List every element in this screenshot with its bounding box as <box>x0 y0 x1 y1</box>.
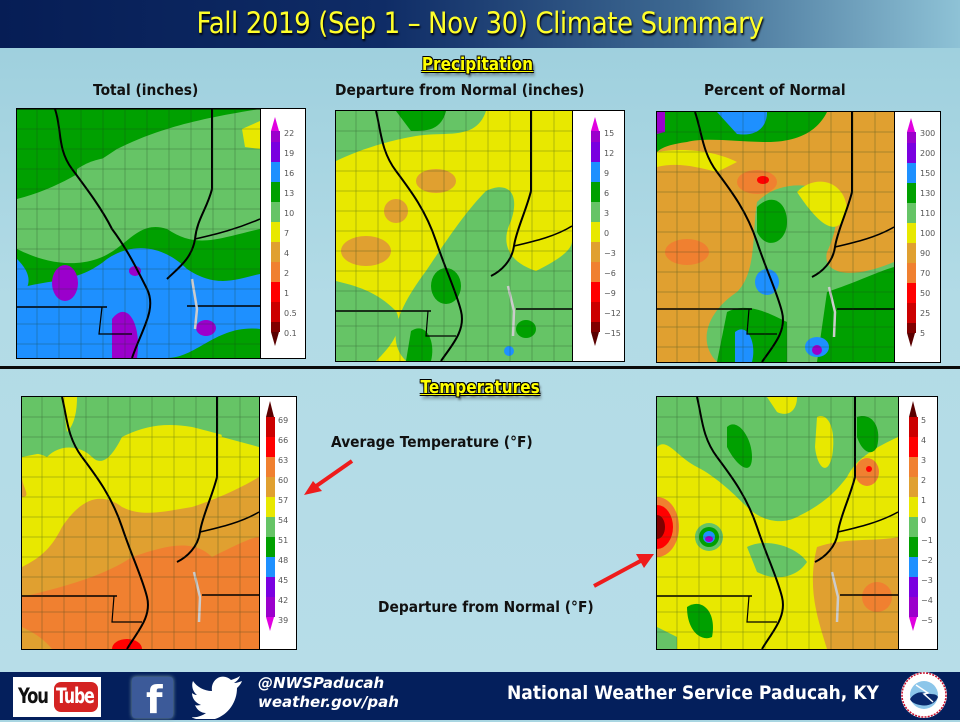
youtube-you-text: You <box>18 684 49 708</box>
legend-tick: −5 <box>921 616 933 625</box>
legend-tick: −15 <box>604 329 621 338</box>
legend-tick: −2 <box>921 556 933 565</box>
legend-tick: 45 <box>278 576 289 585</box>
avg-temp-map-panel: 69 66 63 60 57 54 51 48 45 42 39 <box>21 396 297 650</box>
legend-tick: 48 <box>278 556 289 565</box>
legend-tick: −1 <box>921 536 933 545</box>
legend-tick: 4 <box>284 249 290 258</box>
total-map-label: Total (inches) <box>93 81 199 99</box>
legend-tick: −3 <box>921 576 933 585</box>
legend-max-arrow <box>271 117 279 131</box>
legend-tick: 69 <box>278 416 289 425</box>
legend-tick: 16 <box>284 169 295 178</box>
departure-temp-annotation: Departure from Normal (°F) <box>378 598 594 616</box>
legend-tick: 10 <box>284 209 295 218</box>
legend-tick: 1 <box>284 289 290 298</box>
legend-tick: 1 <box>921 496 927 505</box>
legend-tick: −9 <box>604 289 616 298</box>
legend-tick: 9 <box>604 169 610 178</box>
legend-tick: −4 <box>921 596 933 605</box>
legend-tick: 2 <box>921 476 927 485</box>
percent-normal-legend: 300 200 150 130 110 100 90 70 50 25 5 <box>894 112 940 362</box>
precipitation-section-title: Precipitation <box>421 54 534 75</box>
legend-tick: 12 <box>604 149 615 158</box>
facebook-logo-icon[interactable]: f <box>132 677 173 722</box>
legend-tick: 19 <box>284 149 295 158</box>
legend-tick: 42 <box>278 596 289 605</box>
departure-temp-arrow-icon <box>593 554 654 588</box>
departure-precip-map <box>336 111 572 361</box>
title-banner: Fall 2019 (Sep 1 – Nov 30) Climate Summa… <box>0 0 960 48</box>
legend-tick: 70 <box>920 269 931 278</box>
avg-temp-legend: 69 66 63 60 57 54 51 48 45 42 39 <box>259 397 296 649</box>
twitter-handle-text[interactable]: @NWSPaducah <box>258 674 385 692</box>
legend-tick: 90 <box>920 249 931 258</box>
percent-map-label: Percent of Normal <box>704 81 846 99</box>
twitter-bird-icon[interactable] <box>192 675 244 719</box>
legend-tick: 200 <box>920 149 936 158</box>
youtube-logo-icon[interactable]: You Tube <box>13 677 101 717</box>
legend-tick: 130 <box>920 189 936 198</box>
avg-temp-annotation: Average Temperature (°F) <box>331 433 533 451</box>
avg-temp-map <box>22 397 259 649</box>
legend-tick: 51 <box>278 536 289 545</box>
legend-tick: 110 <box>920 209 936 218</box>
legend-tick: −12 <box>604 309 621 318</box>
departure-map-label: Departure from Normal (inches) <box>335 81 585 99</box>
legend-tick: 0.1 <box>284 329 297 338</box>
total-precip-map-panel: 22 19 16 13 10 7 4 2 1 0.5 0.1 <box>16 108 306 359</box>
legend-tick: 7 <box>284 229 290 238</box>
legend-tick: 3 <box>921 456 927 465</box>
legend-tick: 63 <box>278 456 289 465</box>
percent-normal-map-panel: 300 200 150 130 110 100 90 70 50 25 5 <box>656 111 941 363</box>
legend-tick: 2 <box>284 269 290 278</box>
section-divider <box>0 366 960 369</box>
legend-tick: −3 <box>604 249 616 258</box>
youtube-tube-text: Tube <box>56 684 95 708</box>
legend-tick: 150 <box>920 169 936 178</box>
legend-tick: 50 <box>920 289 931 298</box>
temp-departure-map <box>657 397 898 649</box>
temp-departure-map-panel: 5 4 3 2 1 0 −1 −2 −3 −4 −5 <box>656 396 938 650</box>
departure-precip-legend: 15 12 9 6 3 0 −3 −6 −9 −12 −15 <box>572 111 624 361</box>
departure-precip-map-panel: 15 12 9 6 3 0 −3 −6 −9 −12 −15 <box>335 110 625 362</box>
legend-tick: 57 <box>278 496 289 505</box>
legend-tick: 25 <box>920 309 931 318</box>
total-precip-map <box>17 109 260 358</box>
legend-tick: 60 <box>278 476 289 485</box>
nws-logo-icon <box>901 672 947 718</box>
legend-tick: 6 <box>604 189 610 198</box>
avg-temp-arrow-icon <box>304 459 354 495</box>
legend-tick: 4 <box>921 436 927 445</box>
legend-tick: 66 <box>278 436 289 445</box>
percent-normal-map <box>657 112 894 362</box>
legend-tick: 13 <box>284 189 295 198</box>
social-handles: @NWSPaducah weather.gov/pah <box>258 674 399 712</box>
legend-tick: 100 <box>920 229 936 238</box>
facebook-f-glyph: f <box>146 678 163 722</box>
temperatures-section-title: Temperatures <box>420 377 540 398</box>
legend-tick: 5 <box>921 416 927 425</box>
legend-tick: 3 <box>604 209 610 218</box>
temp-departure-legend: 5 4 3 2 1 0 −1 −2 −3 −4 −5 <box>898 397 937 649</box>
office-name: National Weather Service Paducah, KY <box>507 682 879 704</box>
website-link[interactable]: weather.gov/pah <box>258 693 399 711</box>
legend-tick: 0 <box>921 516 927 525</box>
legend-tick: 300 <box>920 129 936 138</box>
legend-tick: 0.5 <box>284 309 297 318</box>
legend-tick: −6 <box>604 269 616 278</box>
legend-tick: 54 <box>278 516 289 525</box>
legend-tick: 15 <box>604 129 615 138</box>
total-precip-legend: 22 19 16 13 10 7 4 2 1 0.5 0.1 <box>260 109 305 358</box>
legend-tick: 0 <box>604 229 610 238</box>
legend-tick: 5 <box>920 329 926 338</box>
legend-tick: 39 <box>278 616 289 625</box>
legend-tick: 22 <box>284 129 295 138</box>
page-title: Fall 2019 (Sep 1 – Nov 30) Climate Summa… <box>196 6 764 40</box>
